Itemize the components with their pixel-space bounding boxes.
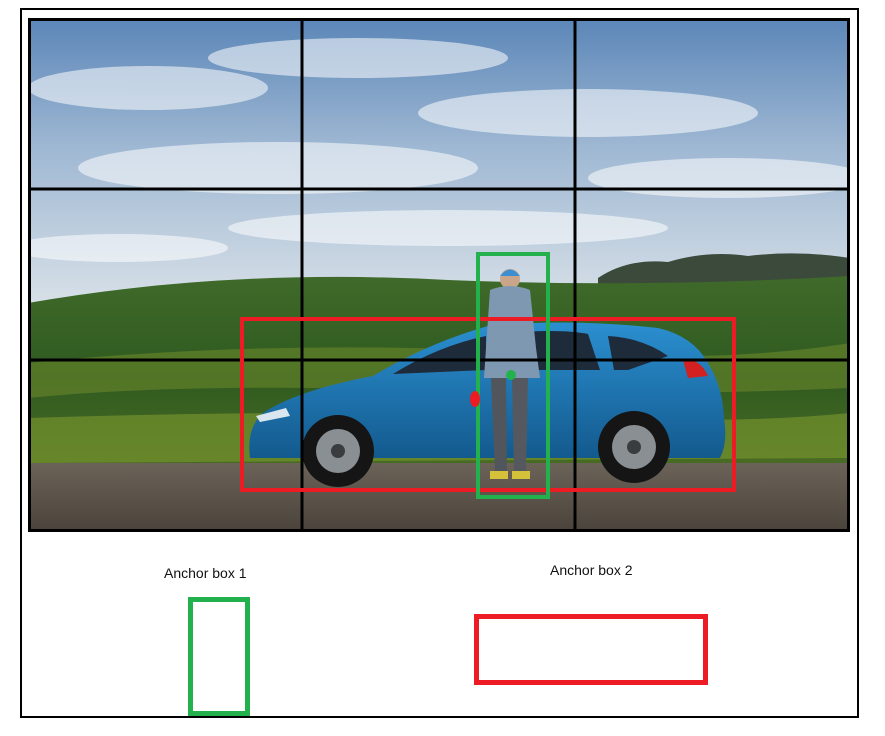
person-figure xyxy=(484,269,540,479)
car-center-point-marker xyxy=(470,391,480,407)
anchor-box-2-label: Anchor box 2 xyxy=(550,562,633,578)
person-center-point-marker xyxy=(506,370,516,380)
grid-lines xyxy=(28,18,850,532)
anchor-box-1-label: Anchor box 1 xyxy=(164,565,247,581)
anchor-box-1-shape xyxy=(188,597,250,716)
scene-image xyxy=(28,18,850,532)
tree-line xyxy=(598,253,850,284)
road xyxy=(28,463,850,532)
anchor-box-2-shape xyxy=(474,614,708,685)
person-bounding-box xyxy=(476,252,550,499)
car-bounding-box xyxy=(240,317,736,492)
clouds xyxy=(28,38,850,262)
